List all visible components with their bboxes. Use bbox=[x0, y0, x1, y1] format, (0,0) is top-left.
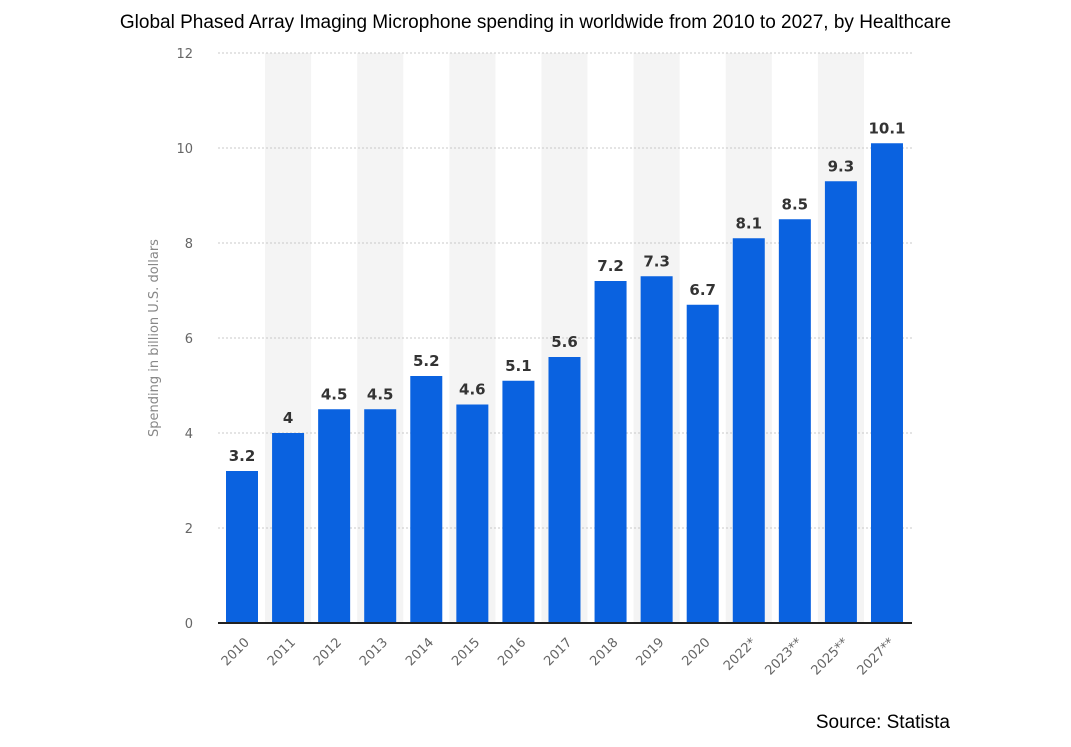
data-label: 4 bbox=[283, 409, 293, 427]
data-label: 10.1 bbox=[868, 119, 905, 137]
y-tick-label: 2 bbox=[185, 522, 193, 537]
y-tick-label: 4 bbox=[185, 427, 193, 442]
x-tick-label: 2015 bbox=[449, 635, 483, 669]
x-tick-label: 2019 bbox=[633, 635, 667, 669]
data-label: 8.5 bbox=[782, 195, 809, 213]
y-tick-label: 6 bbox=[185, 332, 193, 347]
bar bbox=[870, 143, 903, 623]
bar bbox=[364, 409, 397, 623]
bar bbox=[824, 181, 857, 623]
x-tick-label: 2011 bbox=[265, 635, 299, 669]
x-tick-label: 2017 bbox=[541, 635, 575, 669]
y-tick-label: 10 bbox=[176, 142, 193, 157]
data-label: 5.1 bbox=[505, 357, 532, 375]
bar bbox=[548, 357, 581, 623]
y-tick-label: 0 bbox=[185, 617, 193, 632]
x-tick-label: 2010 bbox=[219, 635, 253, 669]
x-tick-label: 2012 bbox=[311, 635, 345, 669]
x-tick-label: 2016 bbox=[495, 635, 529, 669]
y-tick-label: 8 bbox=[185, 237, 193, 252]
x-tick-label: 2020 bbox=[680, 635, 714, 669]
data-label: 8.1 bbox=[735, 214, 762, 232]
x-tick-label: 2023** bbox=[762, 635, 806, 679]
x-tick-label: 2014 bbox=[403, 635, 437, 669]
data-label: 7.2 bbox=[597, 257, 624, 275]
bar bbox=[778, 219, 811, 623]
bar bbox=[318, 409, 351, 623]
bar bbox=[272, 433, 305, 623]
data-label: 4.5 bbox=[321, 385, 348, 403]
data-label: 4.5 bbox=[367, 385, 394, 403]
bar bbox=[456, 404, 489, 623]
bar bbox=[732, 238, 765, 623]
data-label: 9.3 bbox=[828, 157, 855, 175]
y-tick-label: 12 bbox=[176, 47, 193, 62]
source-label: Source: Statista bbox=[815, 712, 950, 733]
y-axis-label: Spending in billion U.S. dollars bbox=[147, 239, 162, 437]
bar bbox=[594, 281, 627, 623]
bar bbox=[502, 380, 535, 623]
bar bbox=[226, 471, 258, 623]
x-tick-label: 2013 bbox=[357, 635, 391, 669]
bar bbox=[410, 376, 443, 623]
data-label: 5.2 bbox=[413, 352, 440, 370]
data-label: 5.6 bbox=[551, 333, 578, 351]
x-tick-label: 2025** bbox=[809, 635, 853, 679]
bar bbox=[640, 276, 673, 623]
data-label: 4.6 bbox=[459, 381, 486, 399]
bar bbox=[686, 304, 719, 623]
data-label: 6.7 bbox=[689, 281, 716, 299]
data-label: 3.2 bbox=[229, 447, 256, 465]
chart-title: Global Phased Array Imaging Microphone s… bbox=[119, 12, 952, 33]
x-tick-label: 2027** bbox=[855, 635, 899, 679]
data-label: 7.3 bbox=[643, 252, 670, 270]
x-tick-label: 2018 bbox=[587, 635, 621, 669]
x-tick-label: 2022* bbox=[721, 635, 760, 674]
